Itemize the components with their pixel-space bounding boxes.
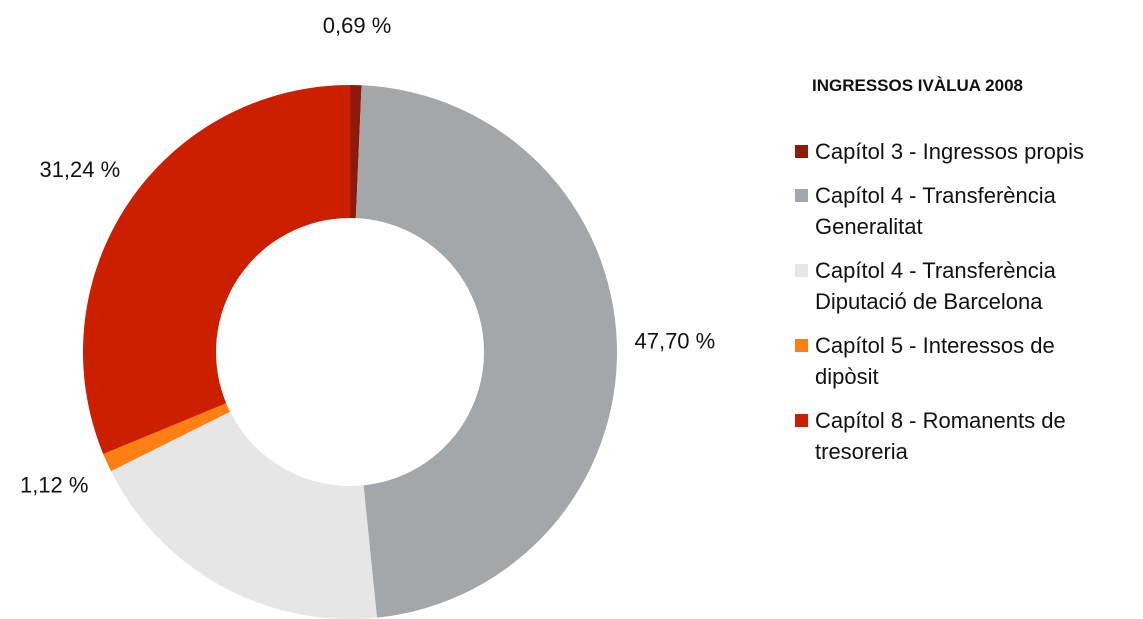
- donut-slice: [355, 85, 617, 618]
- legend-label: Capítol 4 - Transferència Generalitat: [815, 183, 1056, 239]
- legend-item: Capítol 5 - Interessos de dipòsit: [795, 330, 1115, 392]
- legend-label: Capítol 4 - Transferència Diputació de B…: [815, 258, 1056, 314]
- legend-swatch: [795, 189, 808, 202]
- donut-slice: [350, 85, 362, 219]
- legend-swatch: [795, 339, 808, 352]
- legend-swatch: [795, 264, 808, 277]
- donut-slice: [111, 411, 377, 619]
- legend-title: INGRESSOS IVÀLUA 2008: [812, 76, 1023, 95]
- legend-item: Capítol 8 - Romanents de tresoreria: [795, 405, 1115, 467]
- donut-slice: [82, 85, 350, 455]
- legend-label: Capítol 5 - Interessos de dipòsit: [815, 333, 1055, 389]
- legend-label: Capítol 3 - Ingressos propis: [815, 139, 1085, 164]
- legend-swatch: [795, 145, 808, 158]
- data-label: 31,24 %: [39, 157, 120, 182]
- legend-swatch: [795, 414, 808, 427]
- legend: INGRESSOS IVÀLUA 2008 Capítol 3 - Ingres…: [795, 76, 1140, 480]
- legend-item: Capítol 4 - Transferència Generalitat: [795, 180, 1115, 242]
- data-label: 0,69 %: [323, 13, 392, 38]
- legend-item: Capítol 4 - Transferència Diputació de B…: [795, 255, 1115, 317]
- data-label: 47,70 %: [634, 328, 715, 353]
- legend-label: Capítol 8 - Romanents de tresoreria: [815, 408, 1066, 464]
- data-label: 1,12 %: [20, 472, 89, 497]
- donut-slice: [103, 403, 231, 472]
- legend-item: Capítol 3 - Ingressos propis: [795, 136, 1115, 167]
